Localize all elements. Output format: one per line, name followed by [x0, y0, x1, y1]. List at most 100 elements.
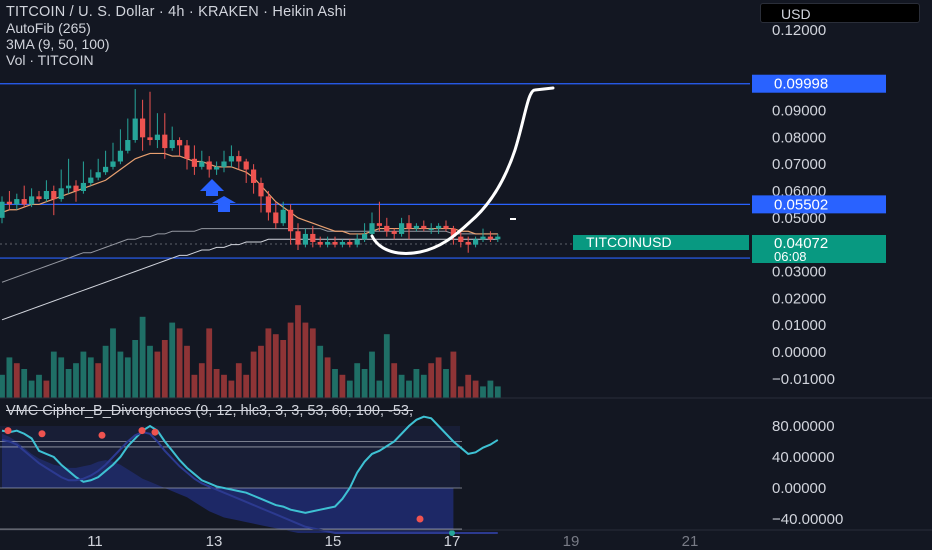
candle-body: [251, 169, 257, 183]
volume-bar: [243, 374, 250, 398]
volume-bar: [361, 369, 368, 398]
symbol-title[interactable]: TITCOIN / U. S. Dollar · 4h · KRAKEN · H…: [6, 4, 347, 20]
time-tick-label: 11: [87, 533, 103, 550]
candle: [73, 180, 79, 202]
currency-button[interactable]: USD: [760, 3, 920, 23]
volume-bar: [221, 374, 227, 398]
candle-body: [29, 196, 35, 205]
candle-body: [339, 241, 345, 245]
candle-body: [302, 233, 308, 245]
candle-body: [162, 134, 168, 149]
candle-body: [43, 191, 49, 200]
candle-body: [258, 182, 264, 197]
candle: [443, 220, 449, 232]
candle-body: [66, 185, 72, 189]
hand-drawn-projection: [370, 86, 555, 255]
candle-body: [214, 166, 220, 170]
candle: [332, 236, 338, 248]
time-axis: 11 13 15 17 19 21: [0, 529, 932, 550]
candle-body: [95, 172, 101, 178]
candle: [88, 169, 94, 186]
candle: [428, 223, 434, 234]
candle-body: [458, 236, 464, 242]
candle: [243, 158, 249, 183]
candle-body: [58, 188, 64, 200]
candle-body: [369, 223, 375, 234]
candle: [369, 212, 375, 237]
volume-bar: [435, 357, 442, 398]
last-price-label-bg: [752, 235, 886, 263]
candle-body: [362, 233, 368, 240]
volume-bar: [465, 374, 472, 398]
volume-bars: [0, 305, 501, 398]
candle: [58, 169, 64, 202]
candle-body: [325, 241, 331, 245]
volume-bar: [36, 374, 42, 398]
candle: [169, 126, 175, 151]
candle: [228, 145, 234, 167]
candle-body: [191, 158, 197, 167]
candle-body: [0, 201, 5, 218]
candle-body: [132, 118, 138, 141]
candle-body: [117, 150, 123, 162]
level-high-label: 0.09998: [774, 76, 828, 93]
volume-bar: [154, 351, 161, 398]
autofib-indicator-label[interactable]: AutoFib (265): [6, 20, 91, 36]
ma-indicator-label[interactable]: 3MA (9, 50, 100): [6, 36, 110, 52]
volume-bar: [250, 351, 257, 398]
time-tick-label: 15: [325, 533, 342, 550]
candle: [199, 150, 205, 170]
candle-body: [177, 140, 183, 146]
oscillator-title-text: VMC Cipher_B_Divergences (9, 12, hlc3, 3…: [6, 403, 414, 419]
candle-body: [199, 161, 205, 167]
price-tick-label: 0.08000: [772, 129, 826, 146]
candle-body: [73, 185, 79, 191]
candle-body: [480, 236, 486, 240]
volume-indicator-label[interactable]: Vol · TITCOIN: [6, 52, 94, 68]
candle-body: [88, 177, 94, 183]
oscillator-tick-label: 40.00000: [772, 449, 835, 466]
price-tick-label: 0.00000: [772, 344, 826, 361]
oscillator-title[interactable]: VMC Cipher_B_Divergences (9, 12, hlc3, 3…: [6, 403, 413, 419]
candle: [347, 239, 353, 248]
countdown-label: 06:08: [774, 249, 807, 264]
volume-bar: [346, 380, 353, 398]
volume-bar: [206, 328, 213, 398]
candle-body: [473, 239, 479, 245]
candle-body: [21, 199, 27, 205]
candle: [80, 161, 86, 194]
wave-trend-line: [1, 415, 499, 514]
candle-body: [487, 236, 493, 240]
candle: [465, 236, 471, 253]
candle: [487, 231, 493, 242]
volume-bar: [191, 374, 198, 398]
volume-bar: [161, 340, 168, 398]
candle: [0, 196, 5, 224]
candle-body: [228, 156, 234, 162]
volume-bar: [317, 345, 324, 398]
candle-body: [154, 134, 160, 141]
candle: [310, 225, 316, 248]
last-price-label: 0.04072: [774, 235, 828, 252]
candle: [325, 236, 331, 248]
candle-body: [80, 182, 86, 191]
candle-body: [6, 201, 12, 205]
candle: [236, 150, 242, 170]
volume-bar: [198, 363, 205, 398]
candle: [206, 156, 212, 178]
candle-body: [265, 196, 271, 213]
candle: [147, 91, 153, 146]
candle: [339, 239, 345, 248]
candle: [29, 188, 35, 208]
wave-cross-dot: [38, 430, 46, 438]
volume-bar: [457, 386, 464, 398]
volume-bar: [139, 316, 146, 398]
candle: [458, 231, 464, 248]
price-tick-label: 0.07000: [772, 156, 826, 173]
candle: [117, 129, 123, 165]
volume-bar: [73, 363, 79, 398]
oscillator-tick-label: 80.00000: [772, 418, 835, 435]
price-tick-label: −0.01000: [772, 371, 835, 388]
time-tick-label: 21: [682, 533, 699, 550]
